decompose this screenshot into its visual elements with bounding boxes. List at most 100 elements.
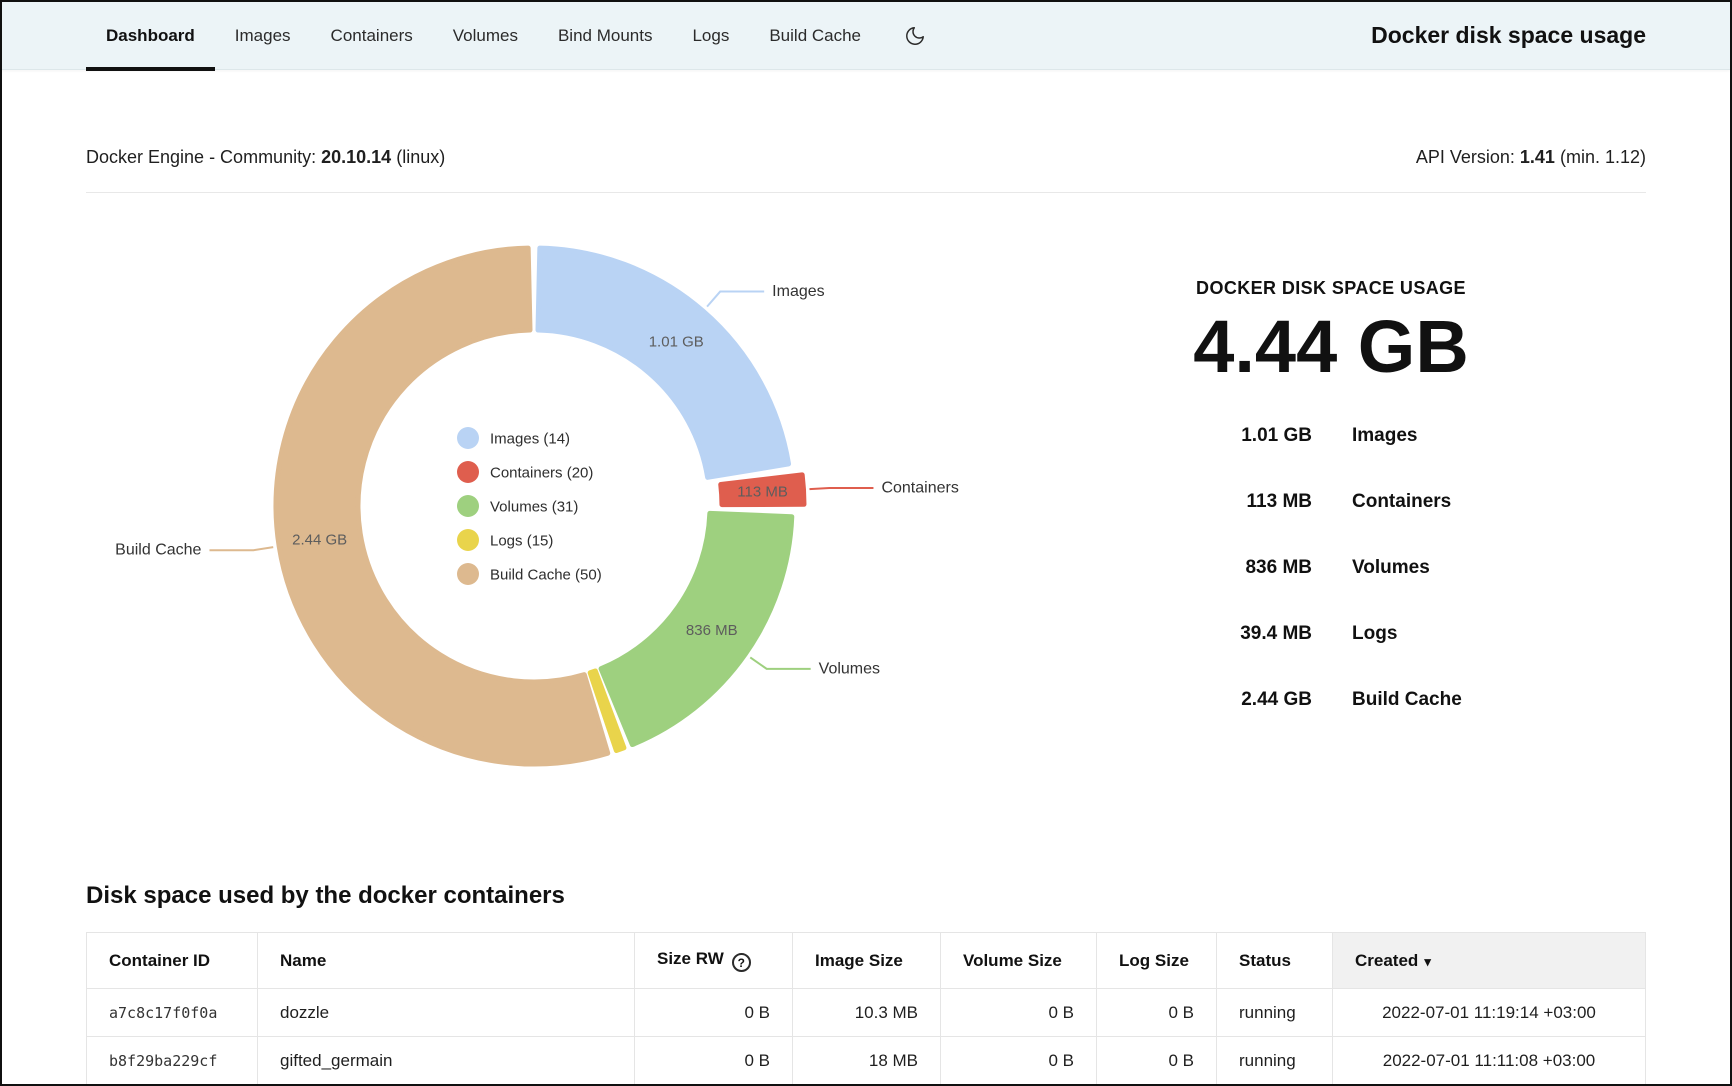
summary-size: 2.44 GB [1096,689,1312,711]
callout-line-images [707,292,764,307]
engine-version: 20.10.14 [321,147,391,167]
legend-swatch-volumes[interactable] [457,495,479,517]
containers-section-heading: Disk space used by the docker containers [86,882,1646,910]
summary-label: Images [1352,425,1417,447]
table-header-row: Container ID Name Size RW? Image Size Vo… [87,933,1646,989]
app-title: Docker disk space usage [1371,22,1646,49]
summary-label: Logs [1352,623,1397,645]
cell-volume-size: 0 B [941,1037,1097,1085]
summary-label: Build Cache [1352,689,1462,711]
table-row: a7c8c17f0f0a dozzle 0 B 10.3 MB 0 B 0 B … [87,989,1646,1037]
tab-build-cache[interactable]: Build Cache [749,2,881,70]
col-header-volume-size[interactable]: Volume Size [941,933,1097,989]
callout-label-volumes: Volumes [819,660,880,677]
legend-label-containers[interactable]: Containers (20) [490,465,593,482]
dark-mode-toggle[interactable] [897,18,933,54]
sort-desc-icon: ▾ [1424,954,1431,969]
api-version-value: 1.41 [1520,147,1555,167]
cell-size-rw: 0 B [635,989,793,1037]
legend-swatch-logs[interactable] [457,529,479,551]
cell-container-id: b8f29ba229cf [87,1037,258,1085]
help-icon[interactable]: ? [732,953,751,972]
summary-row-build-cache: 2.44 GB Build Cache [1096,667,1566,733]
disk-usage-summary: DOCKER DISK SPACE USAGE 4.44 GB 1.01 GB … [1096,206,1646,786]
tab-bind-mounts-label: Bind Mounts [558,26,653,46]
col-header-name[interactable]: Name [258,933,635,989]
cell-volume-size: 0 B [941,989,1097,1037]
tab-bind-mounts[interactable]: Bind Mounts [538,2,673,70]
engine-platform: (linux) [396,147,445,167]
summary-size: 113 MB [1096,491,1312,513]
summary-rows: 1.01 GB Images 113 MB Containers 836 MB … [1096,403,1566,733]
cell-log-size: 0 B [1097,989,1217,1037]
engine-info: Docker Engine - Community: 20.10.14 (lin… [86,144,445,170]
divider [86,192,1646,193]
summary-row-images: 1.01 GB Images [1096,403,1566,469]
tab-volumes-label: Volumes [453,26,518,46]
total-disk-usage: 4.44 GB [1096,305,1566,389]
col-header-image-size[interactable]: Image Size [793,933,941,989]
callout-line-containers [809,488,873,489]
donut-slice-images[interactable] [538,248,789,477]
col-header-container-id[interactable]: Container ID [87,933,258,989]
summary-row-volumes: 836 MB Volumes [1096,535,1566,601]
tab-images-label: Images [235,26,291,46]
summary-label: Volumes [1352,557,1430,579]
col-header-created-label: Created [1355,951,1418,970]
legend-label-volumes[interactable]: Volumes (31) [490,499,578,516]
api-version-min: (min. 1.12) [1560,147,1646,167]
cell-created: 2022-07-01 11:19:14 +03:00 [1333,989,1646,1037]
legend-swatch-containers[interactable] [457,461,479,483]
cell-status: running [1217,989,1333,1037]
cell-container-id: a7c8c17f0f0a [87,989,258,1037]
disk-usage-donut-chart: 1.01 GBImages113 MBContainers836 MBVolum… [86,206,1096,786]
tab-logs-label: Logs [692,26,729,46]
containers-table: Container ID Name Size RW? Image Size Vo… [86,932,1646,1085]
cell-created: 2022-07-01 11:11:08 +03:00 [1333,1037,1646,1085]
slice-size-label-build-cache: 2.44 GB [292,531,347,548]
engine-label: Docker Engine - Community: [86,147,316,167]
legend-label-images[interactable]: Images (14) [490,431,570,448]
disk-usage-section: 1.01 GB Images 113 MB Containers 836 MB Volum… [86,206,1646,786]
legend-swatch-build-cache[interactable] [457,563,479,585]
cell-image-size: 18 MB [793,1037,941,1085]
tab-dashboard[interactable]: Dashboard [86,2,215,70]
legend-swatch-images[interactable] [457,427,479,449]
slice-size-label-containers: 113 MB [737,484,788,501]
slice-size-label-volumes: 836 MB [686,622,738,639]
summary-label: Containers [1352,491,1451,513]
tab-containers-label: Containers [331,26,413,46]
tab-logs[interactable]: Logs [672,2,749,70]
summary-size: 836 MB [1096,557,1312,579]
col-header-created[interactable]: Created ▾ [1333,933,1646,989]
cell-size-rw: 0 B [635,1037,793,1085]
cell-name: gifted_germain [258,1037,635,1085]
summary-heading: DOCKER DISK SPACE USAGE [1096,278,1566,299]
callout-label-build-cache: Build Cache [115,542,201,559]
col-header-status[interactable]: Status [1217,933,1333,989]
callout-label-containers: Containers [881,479,958,496]
tab-dashboard-label: Dashboard [106,26,195,46]
legend-label-logs[interactable]: Logs (15) [490,533,553,550]
summary-size: 1.01 GB [1096,425,1312,447]
api-version-label: API Version: [1416,147,1515,167]
callout-label-images: Images [772,283,824,300]
summary-row-containers: 113 MB Containers [1096,469,1566,535]
callout-line-volumes [750,657,810,668]
col-header-log-size[interactable]: Log Size [1097,933,1217,989]
moon-icon [904,25,926,47]
cell-image-size: 10.3 MB [793,989,941,1037]
tab-images[interactable]: Images [215,2,311,70]
col-header-size-rw-label: Size RW [657,949,724,968]
tab-containers[interactable]: Containers [311,2,433,70]
api-version-info: API Version: 1.41 (min. 1.12) [1416,144,1646,170]
cell-name: dozzle [258,989,635,1037]
callout-line-build-cache [209,547,273,550]
docker-disk-usage-page: Dashboard Images Containers Volumes Bind… [0,0,1732,1086]
tab-volumes[interactable]: Volumes [433,2,538,70]
cell-log-size: 0 B [1097,1037,1217,1085]
legend-label-build-cache[interactable]: Build Cache (50) [490,567,602,584]
summary-size: 39.4 MB [1096,623,1312,645]
col-header-size-rw[interactable]: Size RW? [635,933,793,989]
engine-info-row: Docker Engine - Community: 20.10.14 (lin… [86,144,1646,170]
